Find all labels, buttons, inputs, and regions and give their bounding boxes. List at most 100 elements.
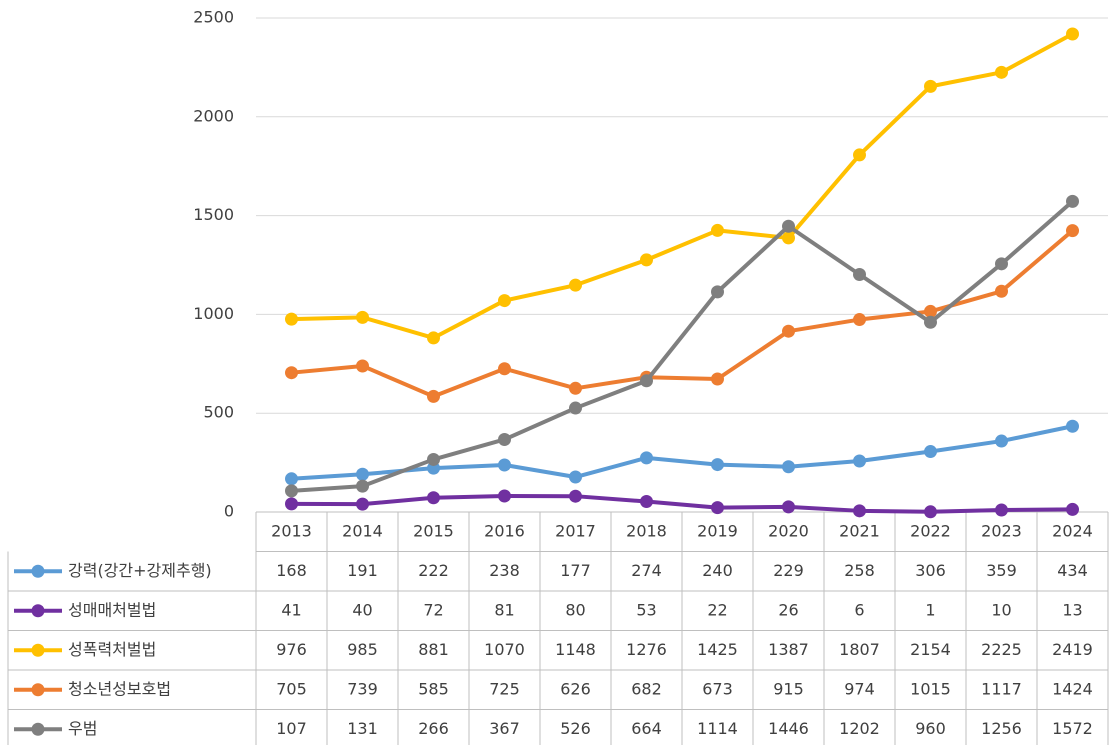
- data-point: [569, 381, 582, 395]
- table-value: 1117: [981, 679, 1022, 698]
- table-value: 240: [702, 561, 733, 580]
- data-point: [498, 362, 511, 376]
- y-tick-label: 2500: [193, 8, 234, 27]
- table-value: 191: [347, 561, 378, 580]
- data-point: [285, 472, 298, 486]
- data-point: [569, 489, 582, 503]
- table-value: 585: [418, 679, 449, 698]
- table-value: 881: [418, 640, 449, 659]
- table-value: 1424: [1052, 679, 1093, 698]
- data-point: [995, 257, 1008, 271]
- series-line: [291, 32, 1074, 340]
- data-point: [782, 231, 795, 245]
- table-value: 41: [281, 600, 301, 619]
- legend-key: [31, 604, 45, 618]
- table-value: 2419: [1052, 640, 1093, 659]
- data-point: [569, 401, 582, 415]
- legend-label: 우범: [68, 719, 97, 738]
- x-tick-label: 2016: [484, 521, 525, 540]
- data-point: [711, 223, 724, 237]
- y-tick-label: 2000: [193, 106, 234, 125]
- table-value: 976: [276, 640, 307, 659]
- data-point: [782, 219, 795, 233]
- table-value: 131: [347, 719, 378, 738]
- data-point: [498, 489, 511, 503]
- table-value: 367: [489, 719, 520, 738]
- data-point: [356, 310, 369, 324]
- table-value: 40: [352, 600, 372, 619]
- data-point: [1066, 502, 1079, 516]
- data-point: [1066, 224, 1079, 238]
- table-value: 1446: [768, 719, 809, 738]
- series-line: [291, 199, 1074, 493]
- table-value: 673: [702, 679, 733, 698]
- data-point: [285, 484, 298, 498]
- data-point: [1066, 194, 1079, 208]
- y-tick-label: 1000: [193, 304, 234, 323]
- table-value: 1425: [697, 640, 738, 659]
- table-value: 22: [707, 600, 727, 619]
- table-value: 258: [844, 561, 875, 580]
- table-value: 266: [418, 719, 449, 738]
- table-value: 664: [631, 719, 662, 738]
- data-point: [995, 503, 1008, 517]
- table-value: 229: [773, 561, 804, 580]
- data-point: [782, 500, 795, 514]
- legend-key: [31, 722, 45, 736]
- table-value: 2225: [981, 640, 1022, 659]
- x-tick-label: 2018: [626, 521, 667, 540]
- series-line: [291, 424, 1073, 481]
- table-value: 80: [565, 600, 585, 619]
- x-tick-label: 2024: [1052, 521, 1093, 540]
- data-point: [782, 324, 795, 338]
- x-tick-label: 2015: [413, 521, 454, 540]
- table-value: 1202: [839, 719, 880, 738]
- x-tick-label: 2014: [342, 521, 383, 540]
- x-tick-label: 2013: [271, 521, 312, 540]
- table-value: 306: [915, 561, 946, 580]
- data-point: [995, 434, 1008, 448]
- data-point: [356, 359, 369, 373]
- table-value: 705: [276, 679, 307, 698]
- legend-label: 청소년성보호법: [68, 679, 171, 698]
- data-point: [711, 285, 724, 299]
- table-value: 1070: [484, 640, 525, 659]
- table-value: 915: [773, 679, 804, 698]
- table-value: 1256: [981, 719, 1022, 738]
- table-value: 81: [494, 600, 514, 619]
- data-point: [285, 366, 298, 380]
- series-line: [291, 493, 1073, 514]
- y-tick-label: 500: [203, 403, 234, 422]
- table-value: 1387: [768, 640, 809, 659]
- data-point: [427, 491, 440, 505]
- table-value: 13: [1062, 600, 1082, 619]
- data-point: [711, 372, 724, 386]
- x-tick-label: 2017: [555, 521, 596, 540]
- data-point: [285, 497, 298, 511]
- table-value: 274: [631, 561, 662, 580]
- data-point: [569, 470, 582, 484]
- table-value: 1114: [697, 719, 738, 738]
- data-point: [853, 313, 866, 327]
- table-value: 1015: [910, 679, 951, 698]
- data-point: [1066, 27, 1079, 41]
- data-point: [995, 65, 1008, 79]
- table-value: 1148: [555, 640, 596, 659]
- table-value: 53: [636, 600, 656, 619]
- data-point: [924, 315, 937, 329]
- table-value: 1: [925, 600, 935, 619]
- table-value: 434: [1057, 561, 1088, 580]
- data-point: [853, 267, 866, 281]
- data-point: [427, 389, 440, 403]
- data-point: [498, 458, 511, 472]
- data-point: [356, 497, 369, 511]
- legend-key: [31, 683, 45, 697]
- table-value: 222: [418, 561, 449, 580]
- table-value: 107: [276, 719, 307, 738]
- x-tick-label: 2019: [697, 521, 738, 540]
- table-value: 10: [991, 600, 1011, 619]
- data-point: [853, 454, 866, 468]
- table-value: 526: [560, 719, 591, 738]
- data-point: [640, 495, 653, 509]
